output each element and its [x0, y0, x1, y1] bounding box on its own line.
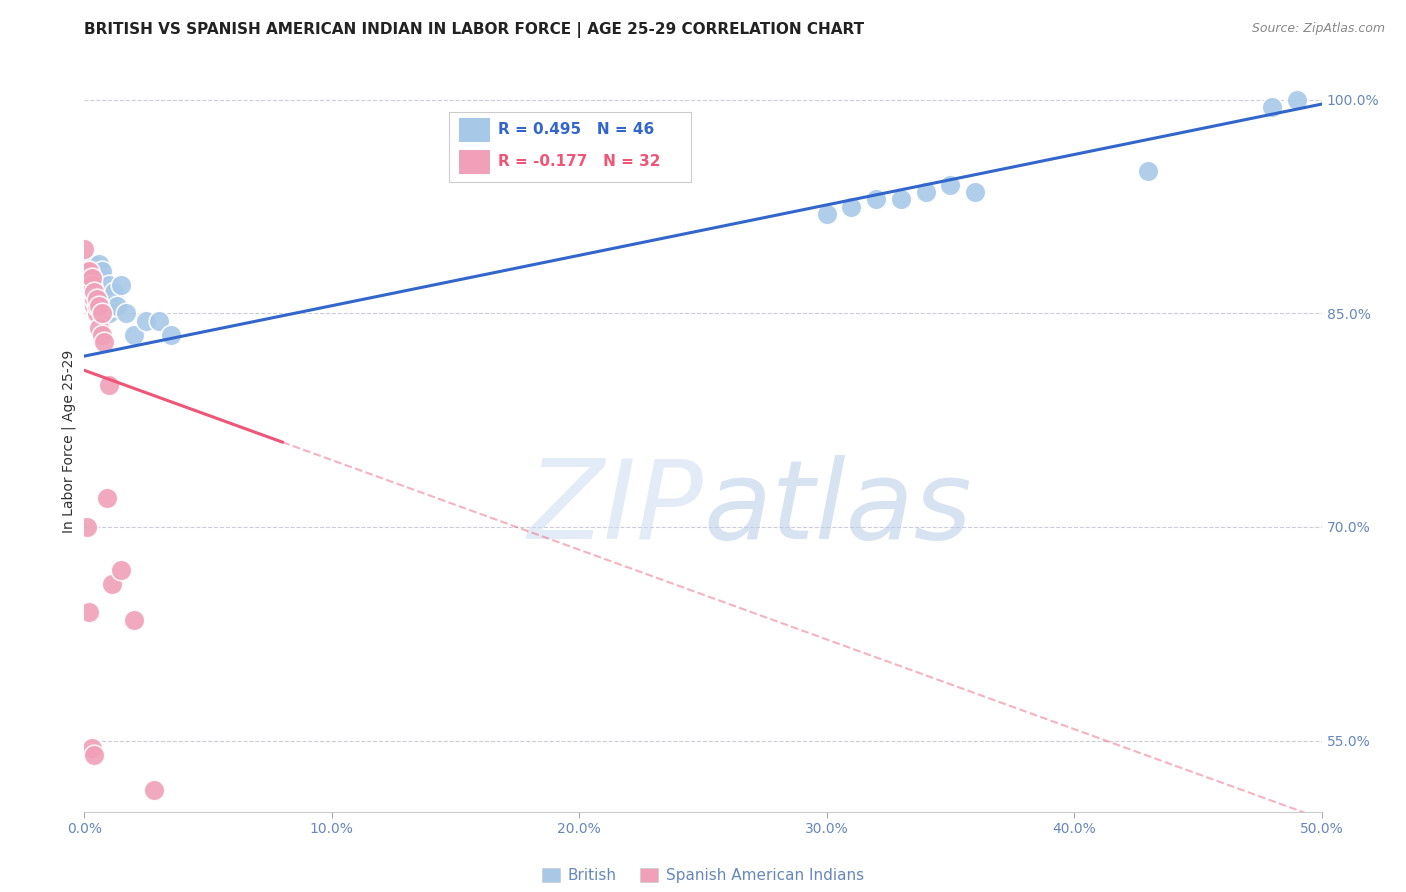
Point	[80, 263, 103, 277]
Point	[76, 285, 98, 299]
Point	[80, 277, 103, 292]
Point	[79, 263, 101, 277]
Point	[80, 256, 103, 270]
Point	[83, 292, 105, 306]
Bar	[458, 150, 491, 174]
Point	[79, 606, 101, 620]
Point	[83, 299, 105, 313]
Point	[90, 327, 112, 342]
Point	[76, 256, 98, 270]
Point	[103, 285, 125, 299]
Text: BRITISH VS SPANISH AMERICAN INDIAN IN LABOR FORCE | AGE 25-29 CORRELATION CHART: BRITISH VS SPANISH AMERICAN INDIAN IN LA…	[84, 22, 865, 38]
Point	[105, 299, 128, 313]
Point	[73, 277, 96, 292]
Point	[83, 747, 105, 762]
Point	[890, 193, 912, 207]
Point	[80, 285, 103, 299]
Y-axis label: In Labor Force | Age 25-29: In Labor Force | Age 25-29	[62, 350, 76, 533]
Point	[90, 263, 112, 277]
Point	[89, 320, 111, 334]
Text: atlas: atlas	[703, 455, 972, 562]
Point	[73, 243, 96, 257]
Point	[142, 783, 165, 797]
Point	[90, 270, 112, 285]
Point	[80, 270, 103, 285]
Point	[93, 285, 115, 299]
Point	[80, 270, 103, 285]
Point	[148, 313, 170, 327]
Point	[96, 292, 118, 306]
Point	[79, 263, 101, 277]
Point	[79, 292, 101, 306]
Point	[841, 200, 863, 214]
Point	[93, 334, 115, 349]
Point	[86, 292, 108, 306]
Point	[93, 292, 115, 306]
Point	[80, 740, 103, 755]
Point	[1137, 164, 1160, 178]
Point	[914, 186, 936, 200]
Point	[76, 263, 98, 277]
Point	[939, 178, 962, 193]
Point	[86, 263, 108, 277]
Point	[100, 577, 122, 591]
Point	[98, 306, 121, 320]
Point	[83, 285, 105, 299]
Point	[115, 306, 138, 320]
Point	[86, 277, 108, 292]
Point	[76, 263, 98, 277]
Point	[73, 263, 96, 277]
Point	[865, 193, 887, 207]
Point	[1285, 93, 1308, 107]
Point	[86, 299, 108, 313]
Point	[815, 207, 838, 221]
Point	[98, 377, 121, 392]
Point	[122, 613, 145, 627]
Point	[89, 270, 111, 285]
Text: Source: ZipAtlas.com: Source: ZipAtlas.com	[1251, 22, 1385, 36]
Point	[1261, 100, 1284, 114]
Point	[90, 306, 112, 320]
Bar	[458, 118, 491, 142]
Point	[86, 306, 108, 320]
Point	[965, 186, 987, 200]
Point	[96, 491, 118, 506]
Point	[90, 277, 112, 292]
Point	[79, 277, 101, 292]
Point	[86, 292, 108, 306]
Point	[76, 270, 98, 285]
Point	[79, 270, 101, 285]
Point	[76, 277, 98, 292]
Point	[100, 299, 122, 313]
Point	[89, 263, 111, 277]
Point	[83, 277, 105, 292]
Text: R = -0.177   N = 32: R = -0.177 N = 32	[498, 153, 659, 169]
Point	[89, 256, 111, 270]
Point	[79, 270, 101, 285]
Point	[89, 299, 111, 313]
Point	[79, 277, 101, 292]
Point	[122, 327, 145, 342]
Point	[110, 563, 132, 577]
Point	[83, 270, 105, 285]
Point	[80, 292, 103, 306]
Point	[110, 277, 132, 292]
Legend: British, Spanish American Indians: British, Spanish American Indians	[536, 862, 870, 889]
Point	[76, 520, 98, 534]
Text: R = 0.495   N = 46: R = 0.495 N = 46	[498, 122, 654, 137]
Point	[160, 327, 183, 342]
Point	[79, 285, 101, 299]
Point	[80, 277, 103, 292]
Point	[98, 277, 121, 292]
Point	[83, 263, 105, 277]
Text: ZIP: ZIP	[527, 455, 703, 562]
Point	[135, 313, 157, 327]
Point	[86, 270, 108, 285]
